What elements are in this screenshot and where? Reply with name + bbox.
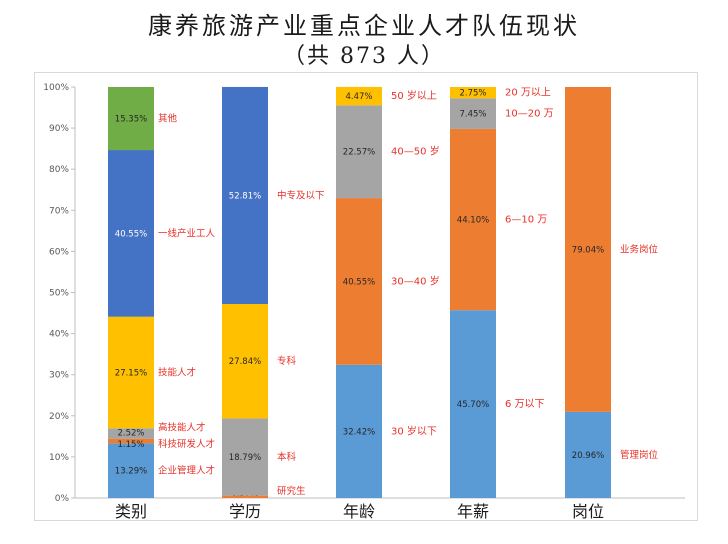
segment-annotation: 研究生 <box>277 485 306 497</box>
y-tick-label: 10% <box>49 453 69 463</box>
segment-annotation: 20 万以上 <box>505 87 551 99</box>
segment-annotation: 本科 <box>277 451 297 463</box>
data-label: 44.10% <box>457 216 489 226</box>
chart-subtitle: （共 873 人） <box>283 44 445 69</box>
bar-segment <box>565 411 611 498</box>
data-label: 40.55% <box>115 229 147 239</box>
segment-annotation: 企业管理人才 <box>158 465 215 477</box>
data-label: 45.70% <box>457 400 489 410</box>
y-tick-label: 80% <box>49 165 69 175</box>
data-label: 27.15% <box>115 369 147 379</box>
bar-segment <box>222 418 268 496</box>
data-label: 18.79% <box>229 453 261 463</box>
segment-annotation: 40—50 岁 <box>391 145 440 158</box>
x-tick-label: 学历 <box>229 502 261 520</box>
data-label: 52.81% <box>229 191 261 201</box>
segment-annotation: 30 岁以下 <box>391 424 437 437</box>
bar-segment <box>108 438 154 444</box>
bar-segment <box>108 443 154 498</box>
data-label: 1.15% <box>117 440 144 450</box>
data-label: 79.04% <box>572 245 604 255</box>
chart-frame: 0% 10% 20% 30% 40% 50% 60% 70% 80% 90% 100% 类别 学历 年龄 年… <box>34 72 698 521</box>
segment-annotation: 10—20 万 <box>505 109 554 120</box>
bar-segment <box>450 87 496 99</box>
segment-annotation: 科技研发人才 <box>158 438 215 450</box>
bar-segment <box>108 86 154 151</box>
y-tick-label: 100% <box>43 83 69 93</box>
bar-segment <box>222 304 268 419</box>
segment-annotation: 一线产业工人 <box>158 227 216 239</box>
x-tick-label: 年龄 <box>343 502 375 520</box>
segment-annotation: 50 岁以上 <box>391 89 437 102</box>
y-tick-label: 20% <box>49 412 69 422</box>
bar-segment <box>108 316 154 429</box>
y-tick-label: 50% <box>49 289 69 299</box>
chart-title: 康养旅游产业重点企业人才队伍现状 <box>148 12 580 40</box>
bar-segment <box>336 86 382 106</box>
data-label: 20.96% <box>572 451 604 461</box>
segment-annotation: 专科 <box>277 355 297 367</box>
bar-segment <box>450 128 496 311</box>
bar-segment <box>108 150 154 317</box>
y-tick-label: 40% <box>49 330 69 340</box>
segment-annotation: 6 万以下 <box>505 399 545 410</box>
y-tick-label: 70% <box>49 206 69 216</box>
x-tick-label: 年薪 <box>457 502 489 520</box>
bar-segment <box>336 364 382 498</box>
data-label: 15.35% <box>115 115 147 125</box>
data-label: 2.75% <box>459 89 486 99</box>
x-tick-label: 岗位 <box>572 502 604 520</box>
data-label: 32.42% <box>343 427 375 437</box>
data-label: 13.29% <box>115 467 147 477</box>
y-tick-label: 30% <box>49 371 69 381</box>
segment-annotation: 中专及以下 <box>277 189 325 201</box>
segment-annotation: 高技能人才 <box>158 421 206 433</box>
data-label: 7.45% <box>459 110 486 120</box>
x-tick-label: 类别 <box>115 502 147 520</box>
y-tick-label: 0% <box>55 494 70 504</box>
data-label: 27.84% <box>229 357 261 367</box>
segment-annotation: 6—10 万 <box>505 215 547 226</box>
data-label: 22.57% <box>343 148 375 158</box>
data-label: 4.47% <box>345 92 372 102</box>
segment-annotation: 业务岗位 <box>620 243 659 255</box>
segment-annotation: 管理岗位 <box>620 449 659 461</box>
bar-segment <box>450 310 496 498</box>
bar-segment <box>336 105 382 199</box>
y-tick-label: 90% <box>49 124 69 134</box>
bar-segment <box>336 198 382 365</box>
segment-annotation: 其他 <box>158 113 178 125</box>
y-tick-label: 60% <box>49 247 69 257</box>
stacked-bar-chart: 0% 10% 20% 30% 40% 50% 60% 70% 80% 90% 100% 类别 学历 年龄 年… <box>43 83 685 520</box>
segment-annotation: 30—40 岁 <box>391 274 440 287</box>
bar-segment <box>450 98 496 129</box>
data-label: 2.52% <box>117 428 144 438</box>
bar-segment <box>565 87 611 412</box>
data-label: 40.55% <box>343 277 375 287</box>
bar-segment <box>222 86 268 305</box>
bar-segment <box>108 428 154 439</box>
bar-segment <box>222 495 268 498</box>
segment-annotation: 技能人才 <box>158 367 196 379</box>
